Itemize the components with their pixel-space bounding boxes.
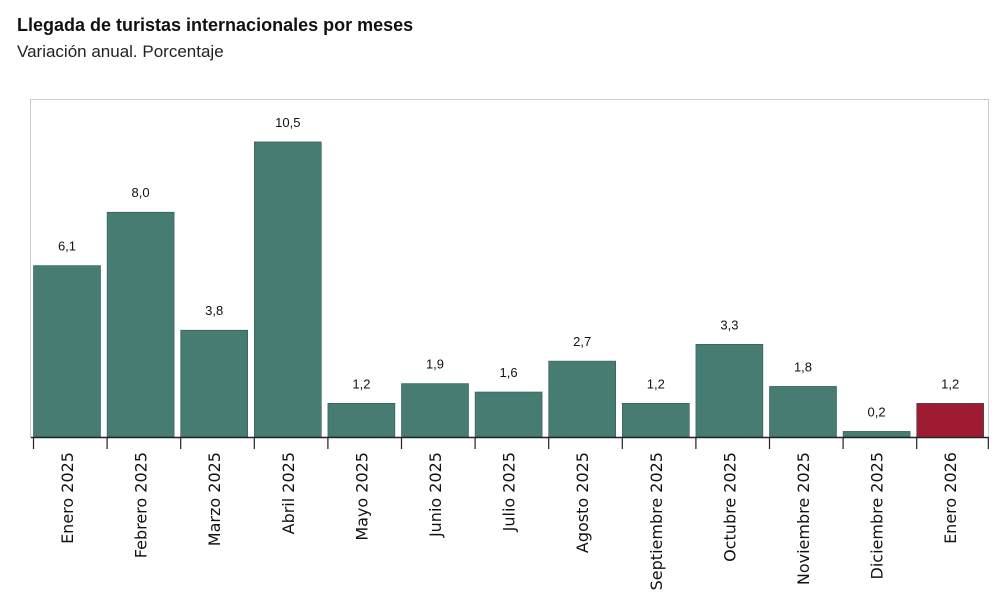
chart-subtitle: Variación anual. Porcentaje bbox=[17, 42, 224, 61]
bar-value-label: 1,6 bbox=[500, 365, 518, 380]
bar bbox=[180, 329, 248, 438]
bar bbox=[106, 211, 175, 438]
bar-value-label: 3,3 bbox=[720, 317, 738, 332]
x-axis-category-label: Enero 2025 bbox=[58, 452, 77, 544]
bar-value-label: 1,2 bbox=[647, 376, 665, 391]
x-axis-category-label: Diciembre 2025 bbox=[868, 452, 887, 579]
bar-value-label: 6,1 bbox=[58, 239, 76, 254]
x-axis-category-label: Febrero 2025 bbox=[132, 452, 151, 558]
bar-value-label: 1,2 bbox=[352, 376, 370, 391]
x-axis-category-label: Agosto 2025 bbox=[573, 452, 592, 553]
bar bbox=[33, 265, 101, 438]
bar bbox=[695, 343, 764, 438]
bar bbox=[621, 402, 690, 438]
bar-value-label: 0,2 bbox=[868, 404, 886, 419]
bar bbox=[769, 386, 837, 438]
x-axis-category-label: Enero 2026 bbox=[941, 452, 960, 544]
x-axis-category-label: Marzo 2025 bbox=[205, 452, 224, 546]
bar-value-label: 1,8 bbox=[794, 359, 812, 374]
bar-value-label: 3,8 bbox=[205, 303, 223, 318]
x-axis-category-label: Noviembre 2025 bbox=[794, 452, 813, 585]
x-axis-category-label: Junio 2025 bbox=[426, 452, 445, 538]
x-axis-category-label: Abril 2025 bbox=[279, 452, 298, 534]
bar bbox=[916, 402, 985, 438]
bar bbox=[548, 360, 617, 438]
x-axis-category-label: Octubre 2025 bbox=[720, 452, 739, 562]
bar-value-label: 1,2 bbox=[941, 376, 959, 391]
chart-title: Llegada de turistas internacionales por … bbox=[17, 15, 414, 35]
bar bbox=[254, 141, 322, 438]
bar bbox=[327, 402, 396, 438]
x-axis-category-label: Mayo 2025 bbox=[352, 452, 371, 541]
bar bbox=[842, 431, 911, 438]
x-axis-category-label: Septiembre 2025 bbox=[647, 452, 666, 590]
x-axis-category-label: Julio 2025 bbox=[500, 452, 519, 532]
bar bbox=[401, 383, 469, 438]
bar-value-label: 1,9 bbox=[426, 357, 444, 372]
bar-value-label: 2,7 bbox=[573, 334, 591, 349]
bar-value-label: 8,0 bbox=[132, 185, 150, 200]
bar-value-label: 10,5 bbox=[275, 115, 300, 130]
bar bbox=[474, 391, 543, 438]
